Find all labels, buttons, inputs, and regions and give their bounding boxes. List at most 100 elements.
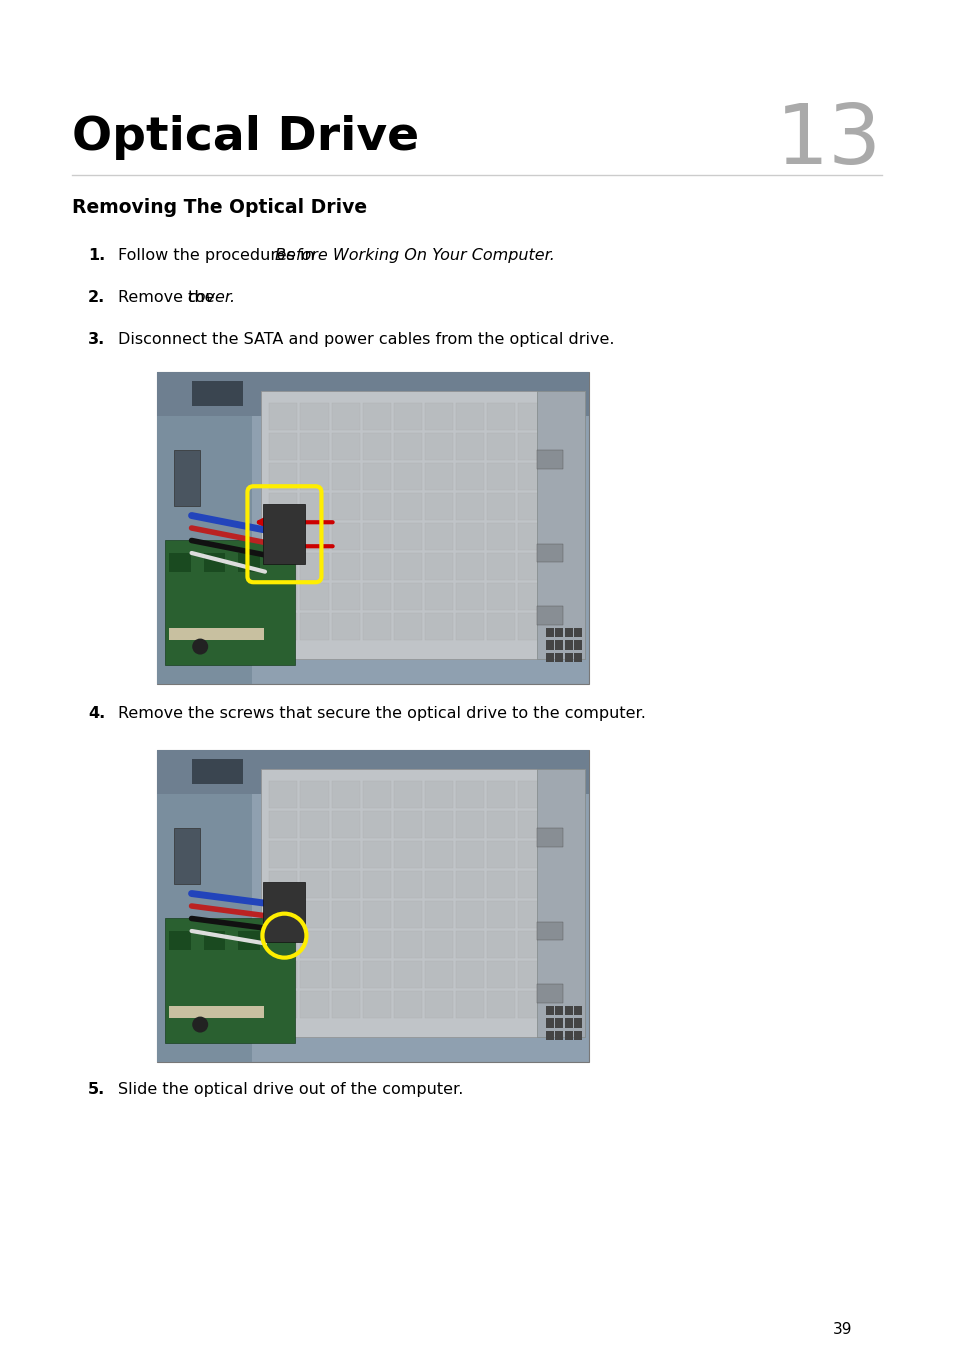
Bar bbox=[537, 984, 562, 1003]
Bar bbox=[238, 932, 259, 949]
Bar bbox=[394, 583, 421, 609]
Bar bbox=[424, 902, 453, 928]
Bar bbox=[174, 449, 200, 507]
Bar bbox=[362, 583, 391, 609]
Bar bbox=[517, 932, 546, 958]
Bar bbox=[517, 463, 546, 490]
Bar bbox=[394, 613, 421, 639]
Bar bbox=[564, 641, 572, 650]
Bar bbox=[555, 1031, 562, 1040]
Bar bbox=[269, 463, 297, 490]
Bar bbox=[269, 932, 297, 958]
Bar bbox=[517, 872, 546, 897]
Bar bbox=[362, 433, 391, 460]
Bar bbox=[537, 922, 562, 940]
Bar bbox=[362, 841, 391, 867]
Bar bbox=[157, 794, 252, 1061]
Bar bbox=[394, 872, 421, 897]
Bar bbox=[424, 811, 453, 837]
Bar bbox=[169, 628, 264, 641]
Bar bbox=[517, 613, 546, 639]
Bar bbox=[424, 872, 453, 897]
Bar bbox=[394, 902, 421, 928]
Bar bbox=[300, 553, 328, 579]
Bar bbox=[203, 553, 225, 572]
Bar bbox=[487, 990, 515, 1018]
Bar bbox=[456, 902, 483, 928]
Bar bbox=[456, 463, 483, 490]
Bar bbox=[300, 932, 328, 958]
Bar bbox=[165, 918, 294, 1044]
Text: 1.: 1. bbox=[88, 249, 105, 264]
Bar bbox=[300, 960, 328, 988]
Bar bbox=[549, 990, 577, 1018]
Polygon shape bbox=[260, 769, 584, 1037]
Bar bbox=[424, 932, 453, 958]
Bar bbox=[165, 541, 294, 665]
Bar bbox=[174, 828, 200, 884]
Text: 3.: 3. bbox=[88, 332, 105, 347]
Bar bbox=[300, 493, 328, 520]
Bar bbox=[549, 781, 577, 809]
Bar bbox=[456, 613, 483, 639]
Bar bbox=[300, 613, 328, 639]
Bar bbox=[487, 781, 515, 809]
Bar bbox=[537, 828, 562, 847]
Bar bbox=[549, 433, 577, 460]
Bar bbox=[456, 493, 483, 520]
Bar bbox=[517, 841, 546, 867]
Bar bbox=[157, 372, 588, 415]
Bar bbox=[487, 403, 515, 430]
Bar bbox=[300, 872, 328, 897]
Bar bbox=[517, 433, 546, 460]
Text: 13: 13 bbox=[775, 100, 882, 182]
Bar bbox=[517, 902, 546, 928]
Bar bbox=[300, 990, 328, 1018]
Bar bbox=[238, 553, 259, 572]
Bar bbox=[487, 811, 515, 837]
Bar bbox=[564, 1005, 572, 1015]
Bar bbox=[300, 781, 328, 809]
Bar bbox=[555, 1005, 562, 1015]
Bar bbox=[300, 403, 328, 430]
Bar bbox=[549, 841, 577, 867]
Text: Remove the screws that secure the optical drive to the computer.: Remove the screws that secure the optica… bbox=[118, 706, 645, 721]
Bar bbox=[394, 811, 421, 837]
Bar bbox=[517, 583, 546, 609]
Bar bbox=[394, 403, 421, 430]
Bar bbox=[545, 1018, 553, 1027]
Bar bbox=[300, 463, 328, 490]
Bar bbox=[487, 902, 515, 928]
Bar bbox=[300, 523, 328, 550]
Bar bbox=[332, 523, 359, 550]
Bar bbox=[456, 990, 483, 1018]
Bar bbox=[564, 628, 572, 637]
Bar bbox=[549, 932, 577, 958]
Bar bbox=[394, 553, 421, 579]
Bar bbox=[456, 811, 483, 837]
Bar bbox=[269, 523, 297, 550]
Bar bbox=[517, 960, 546, 988]
Bar bbox=[362, 403, 391, 430]
Bar bbox=[517, 553, 546, 579]
Bar bbox=[424, 583, 453, 609]
Bar bbox=[424, 493, 453, 520]
Bar bbox=[517, 403, 546, 430]
Bar bbox=[269, 613, 297, 639]
Bar bbox=[269, 872, 297, 897]
Bar bbox=[424, 463, 453, 490]
Bar bbox=[157, 372, 588, 684]
Bar bbox=[424, 553, 453, 579]
Bar bbox=[487, 553, 515, 579]
Bar bbox=[487, 872, 515, 897]
Bar bbox=[549, 553, 577, 579]
Circle shape bbox=[192, 638, 208, 654]
Bar bbox=[555, 628, 562, 637]
Bar bbox=[269, 583, 297, 609]
Text: cover.: cover. bbox=[187, 290, 235, 305]
Bar bbox=[424, 403, 453, 430]
Bar bbox=[545, 1005, 553, 1015]
Bar bbox=[537, 607, 562, 624]
Bar bbox=[269, 403, 297, 430]
Bar bbox=[169, 553, 191, 572]
